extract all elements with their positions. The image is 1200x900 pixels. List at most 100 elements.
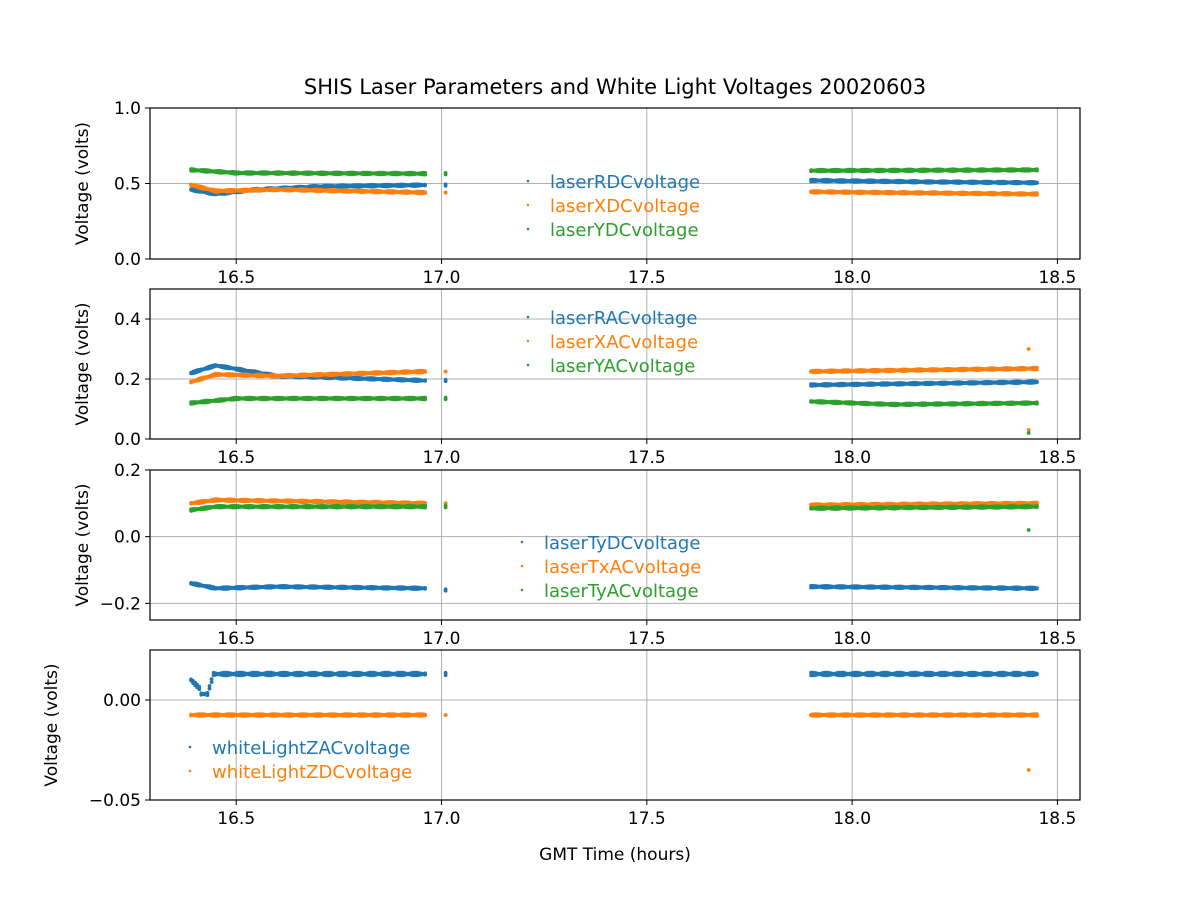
legend-entry: laserYACvoltage (550, 356, 695, 377)
legend-marker (520, 564, 524, 568)
data-point (443, 587, 448, 592)
series-laserXDCvoltage (189, 182, 1039, 197)
x-tick-label: 16.5 (217, 268, 255, 288)
data-point (423, 672, 427, 677)
data-point (423, 170, 427, 175)
x-tick-label: 17.5 (628, 448, 666, 468)
series-laserRACvoltage (189, 363, 1039, 388)
legend-entry: laserRDCvoltage (550, 172, 700, 193)
x-tick-label: 18.0 (833, 268, 871, 288)
data-point (443, 670, 448, 675)
x-tick-label: 17.5 (628, 629, 666, 649)
y-tick-label: 0.2 (114, 461, 141, 481)
x-tick-label: 17.5 (628, 809, 666, 829)
legend-marker (526, 363, 530, 367)
data-point-outlier (1026, 347, 1031, 351)
x-tick-label: 18.0 (833, 629, 871, 649)
data-point (1035, 586, 1039, 590)
x-tick-label: 16.5 (217, 809, 255, 829)
data-point (1035, 671, 1039, 676)
data-point (1035, 167, 1039, 172)
data-point (1035, 500, 1039, 505)
data-point (207, 686, 212, 691)
legend-marker (526, 179, 530, 183)
data-point (423, 503, 427, 508)
legend-entry: laserTyDCvoltage (544, 533, 700, 554)
legend-entry: laserTyACvoltage (544, 581, 699, 602)
data-point (443, 182, 448, 187)
data-point (443, 369, 448, 374)
panel-4: 16.5 17.0 17.5 18.0 18.5 −0.05 0.00 Voltage (vo… (42, 649, 1081, 829)
data-point (443, 377, 448, 382)
x-tick-label: 17.0 (423, 629, 461, 649)
x-tick-label: 16.5 (217, 448, 255, 468)
series-laserYDCvoltage (189, 167, 1039, 177)
y-tick-label: −0.05 (89, 791, 141, 811)
data-point (423, 501, 427, 505)
y-axis-label: Voltage (volts) (73, 122, 93, 245)
x-tick-label: 17.5 (628, 268, 666, 288)
data-point (205, 691, 210, 695)
data-point (1035, 365, 1039, 370)
chart-title: SHIS Laser Parameters and White Light Vo… (304, 75, 926, 99)
legend-marker (520, 540, 524, 544)
y-axis-label: Voltage (volts) (42, 663, 62, 786)
data-point (1035, 379, 1039, 384)
data-point (197, 687, 202, 692)
y-tick-label: 1.0 (114, 99, 141, 119)
x-tick-label: 17.0 (423, 809, 461, 829)
data-point (443, 190, 448, 195)
legend-marker (520, 588, 524, 592)
series-laserXACvoltage (189, 347, 1039, 432)
y-tick-label: 0.00 (103, 691, 141, 711)
data-point (423, 190, 427, 195)
legend-entry: laserYDCvoltage (550, 220, 699, 241)
axes-frame (149, 107, 1081, 260)
data-point (443, 713, 448, 717)
data-point (423, 712, 427, 717)
x-tick-label: 17.0 (423, 268, 461, 288)
data-point (423, 395, 427, 400)
data-point (1035, 180, 1039, 185)
y-tick-label: 0.4 (114, 310, 141, 330)
axes-frame (149, 288, 1081, 440)
y-axis-label: Voltage (volts) (73, 483, 93, 606)
x-tick-label: 18.0 (833, 448, 871, 468)
data-point (1035, 504, 1039, 508)
data-point-outlier (1026, 528, 1031, 532)
data-point (209, 677, 214, 682)
x-tick-label: 18.0 (833, 809, 871, 829)
panel-1: 16.5 17.0 17.5 18.0 18.5 0.0 0.5 1.0 Voltage (vo… (73, 99, 1081, 288)
legend-entry: laserXACvoltage (550, 332, 698, 353)
y-tick-label: 0.0 (114, 528, 141, 548)
series-laserTyACvoltage (189, 503, 1039, 532)
y-tick-label: 0.0 (114, 430, 141, 450)
y-axis-label: Voltage (volts) (73, 302, 93, 425)
data-point (423, 586, 427, 591)
data-point (1035, 191, 1039, 196)
data-point (443, 172, 448, 177)
data-point-outlier (1026, 428, 1031, 432)
data-point-outlier (1026, 431, 1031, 435)
legend-marker (526, 203, 530, 207)
series-whiteLightZACvoltage (189, 670, 1039, 697)
y-tick-label: 0.0 (114, 250, 141, 270)
y-tick-label: −0.2 (100, 594, 141, 614)
y-tick-label: 0.5 (114, 175, 141, 195)
legend-marker (526, 339, 530, 343)
x-tick-label: 18.5 (1038, 629, 1076, 649)
x-tick-label: 18.5 (1038, 268, 1076, 288)
legend-entry: laserTxACvoltage (544, 557, 701, 578)
legend-entry: laserRACvoltage (550, 308, 697, 329)
data-point (443, 505, 448, 510)
x-tick-label: 18.5 (1038, 809, 1076, 829)
series-laserYACvoltage (189, 395, 1039, 435)
legend-marker (526, 315, 530, 319)
data-point (423, 379, 427, 383)
series-laserTyDCvoltage (189, 581, 1039, 593)
data-point (1035, 400, 1039, 405)
legend-entry: laserXDCvoltage (550, 196, 700, 217)
